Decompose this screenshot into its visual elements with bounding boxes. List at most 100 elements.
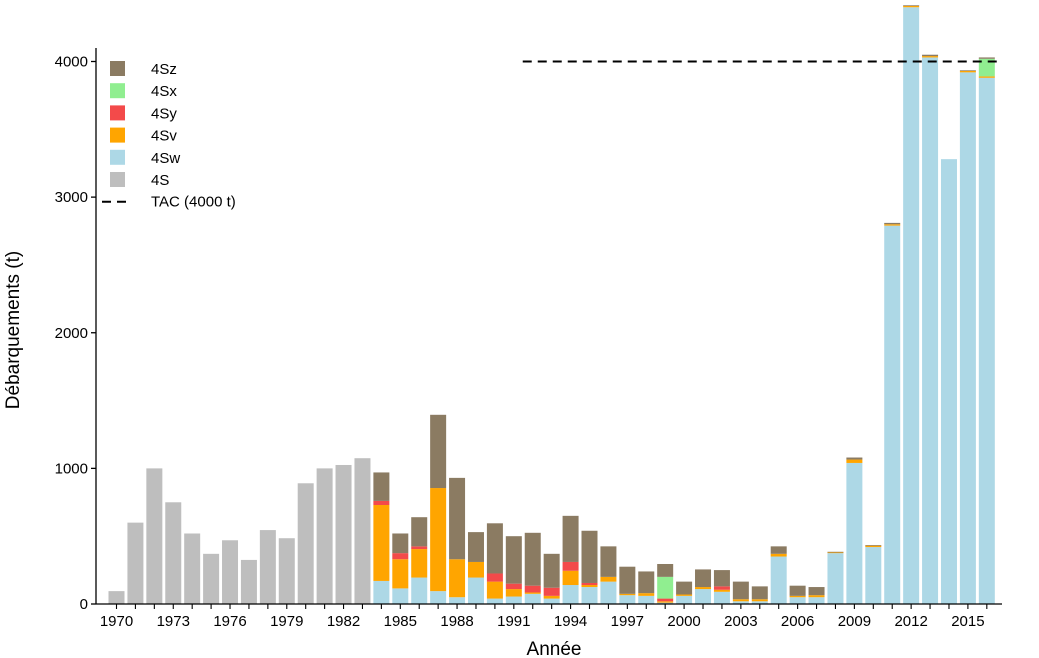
legend-swatch-4Sy [110, 105, 125, 121]
bar-4Sv-2007 [808, 595, 825, 598]
bar-4Sw-1999 [657, 602, 674, 604]
bar-4Sz-1995 [581, 530, 598, 583]
legend-swatch-4S [110, 172, 125, 187]
bar-4Sv-1988 [449, 559, 466, 598]
bar-4Sv-1995 [581, 585, 598, 588]
x-tick-label: 1985 [384, 613, 417, 630]
bar-4Sv-2016 [978, 76, 995, 78]
x-tick-label: 1991 [497, 613, 530, 630]
y-tick-label: 3000 [55, 189, 88, 206]
bar-4Sz-2013 [922, 54, 939, 57]
bar-4Sz-1994 [562, 515, 579, 562]
bar-4Sv-1992 [524, 592, 541, 594]
bar-4Sz-2010 [865, 545, 882, 546]
bar-4Sz-1988 [449, 477, 466, 560]
bar-4Sz-1992 [524, 532, 541, 586]
bar-4S-1978 [259, 530, 276, 604]
bar-4Sw-2013 [922, 57, 939, 605]
bar-4Sy-1984 [373, 500, 390, 505]
bar-4S-1980 [297, 483, 314, 604]
bar-4Sv-1991 [505, 589, 522, 597]
bar-4S-1976 [222, 540, 239, 604]
y-tick-label: 2000 [55, 325, 88, 342]
x-tick-label: 2012 [894, 613, 927, 630]
bar-4Sz-2000 [676, 581, 693, 595]
bar-4Sw-2011 [884, 225, 901, 605]
bar-4Sz-1985 [392, 533, 409, 554]
bar-4S-1974 [184, 533, 201, 604]
bar-4Sy-1994 [562, 561, 579, 571]
bar-4Sv-1998 [638, 593, 655, 596]
bar-4Sw-1985 [392, 588, 409, 604]
bar-4Sv-2004 [751, 599, 768, 602]
axes-group: 0 1000 2000 3000 4000 1970 1973 1976 1979 1982 198… [55, 48, 1002, 630]
bar-4S-1979 [278, 538, 295, 604]
bar-4Sw-1989 [467, 577, 484, 604]
bar-4Sz-1993 [543, 553, 560, 588]
bar-4Sv-2010 [865, 545, 882, 548]
x-axis-title: Année [527, 639, 582, 658]
legend-label-tac: TAC (4000 t) [151, 194, 236, 211]
bar-4Sy-1986 [411, 546, 428, 550]
bar-4Sz-1999 [657, 563, 674, 577]
bar-4S-1977 [240, 559, 257, 604]
legend-label-4S: 4S [151, 172, 169, 189]
legend-label-4Sx: 4Sx [151, 83, 177, 100]
bar-4Sw-2004 [751, 601, 768, 604]
bar-4Sy-1999 [657, 598, 674, 602]
bar-4Sw-2010 [865, 547, 882, 604]
bar-4Sv-2015 [959, 70, 976, 73]
bar-4Sw-1992 [524, 593, 541, 604]
legend-label-4Sz: 4Sz [151, 61, 177, 78]
x-tick-label: 2000 [667, 613, 700, 630]
bar-4Sw-2003 [732, 601, 749, 604]
bar-4Sw-2006 [789, 597, 806, 604]
bar-4Sv-2011 [884, 224, 901, 226]
bar-4Sv-1984 [373, 504, 390, 581]
x-tick-label: 1988 [440, 613, 473, 630]
bar-4Sv-2008 [827, 552, 844, 554]
x-tick-label: 2015 [951, 613, 984, 630]
bar-4Sz-1987 [430, 414, 447, 489]
bar-4Sw-1986 [411, 577, 428, 604]
bar-4Sv-2005 [770, 553, 787, 557]
bar-4Sw-2008 [827, 553, 844, 604]
bar-4Sw-1984 [373, 580, 390, 604]
bar-4Sz-2007 [808, 587, 825, 596]
x-tick-label: 2003 [724, 613, 757, 630]
bar-4Sy-1990 [486, 573, 503, 582]
bar-4Sw-1990 [486, 598, 503, 604]
bar-4Sv-2000 [676, 594, 693, 596]
bar-4Sw-2012 [903, 7, 920, 604]
bar-4Sw-2009 [846, 462, 863, 604]
bar-4Sz-2011 [884, 222, 901, 225]
y-tick-label: 1000 [55, 460, 88, 477]
x-tick-label: 1979 [270, 613, 303, 630]
bar-4Sv-2012 [903, 5, 920, 8]
bar-4Sw-1987 [430, 591, 447, 604]
bar-4Sw-1997 [619, 595, 636, 604]
x-tick-label: 1973 [157, 613, 190, 630]
bar-4Sv-2002 [713, 589, 730, 592]
bar-4Sz-2009 [846, 457, 863, 460]
bar-4Sy-1985 [392, 553, 409, 560]
x-tick-label: 1970 [100, 613, 133, 630]
bar-4Sv-1994 [562, 570, 579, 586]
bar-4S-1982 [335, 464, 352, 604]
bar-4Sz-2002 [713, 570, 730, 587]
bar-4Sw-2007 [808, 597, 825, 604]
bar-4Sz-1991 [505, 536, 522, 584]
bar-4Sx-2016 [978, 58, 995, 77]
bar-4Sz-2015 [959, 70, 976, 71]
bar-4Sv-1986 [411, 549, 428, 578]
bar-4Sz-1984 [373, 472, 390, 501]
bar-4Sv-1990 [486, 581, 503, 599]
legend-swatch-4Sz [110, 61, 125, 76]
bar-4Sy-2002 [713, 586, 730, 590]
bar-4Sw-1996 [600, 581, 617, 604]
bars-group [108, 5, 995, 605]
bar-4Sz-1989 [467, 532, 484, 562]
legend-swatch-4Sx [110, 83, 125, 99]
y-tick-label: 4000 [55, 54, 88, 71]
bar-4Sv-1993 [543, 595, 560, 599]
